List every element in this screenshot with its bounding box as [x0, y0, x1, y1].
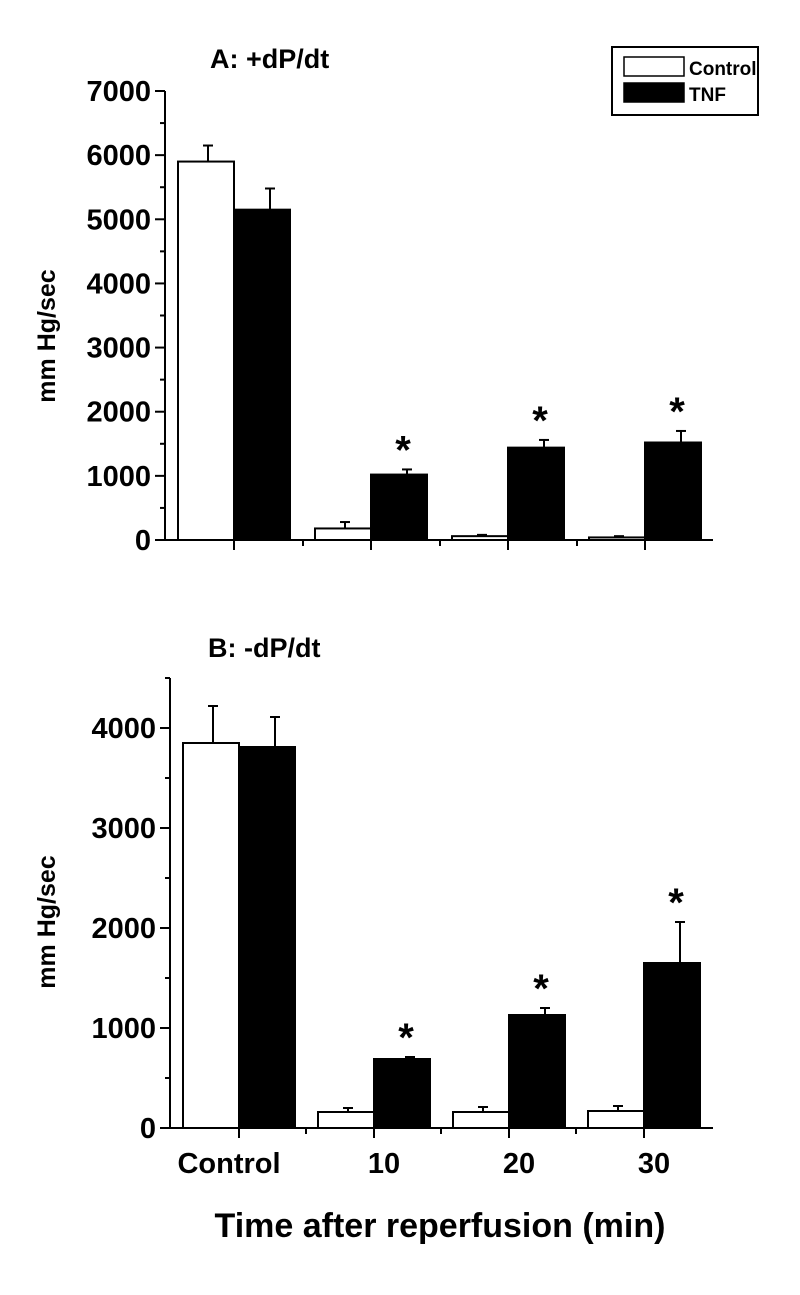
bar-control — [177, 160, 235, 542]
y-tick-label: 7000 — [86, 76, 151, 108]
significance-star: * — [395, 428, 411, 472]
panel-b-y-axis-label: mm Hg/sec — [33, 855, 61, 988]
significance-star: * — [533, 967, 549, 1011]
y-tick-label: 1000 — [91, 1013, 156, 1045]
y-tick-label: 3000 — [86, 333, 151, 365]
bar-tnf — [233, 208, 291, 542]
x-category-label: 20 — [503, 1148, 535, 1180]
bar-control — [314, 527, 372, 541]
panel-a-title: A: +dP/dt — [210, 44, 329, 74]
panel-b-plot: 0 1000 2000 3000 4000 Control * 10 * 20 * 30 — [91, 677, 713, 1180]
y-tick-label: 4000 — [86, 268, 151, 300]
bar-control — [317, 1111, 375, 1129]
panel-a-y-axis-label: mm Hg/sec — [33, 269, 61, 402]
legend-swatch-control — [623, 56, 685, 77]
bar-tnf — [373, 1058, 431, 1129]
significance-star: * — [668, 881, 684, 925]
significance-star: * — [398, 1016, 414, 1060]
y-tick-label: 2000 — [86, 397, 151, 429]
bar-tnf — [507, 446, 565, 541]
y-tick-label: 6000 — [86, 140, 151, 172]
legend: Control TNF — [611, 46, 759, 116]
bar-control — [451, 535, 509, 541]
legend-label-tnf: TNF — [689, 85, 726, 106]
bar-control — [588, 536, 646, 541]
bar-tnf — [508, 1014, 566, 1129]
legend-box — [611, 46, 759, 116]
significance-star: * — [532, 399, 548, 443]
bar-control — [452, 1111, 510, 1129]
panel-b: B: -dP/dt mm Hg/sec 0 1000 2000 3000 4000 Con… — [33, 633, 713, 1180]
x-axis-title: Time after reperfusion (min) — [215, 1207, 666, 1245]
bar-tnf — [643, 962, 701, 1129]
y-tick-label: 0 — [135, 525, 151, 557]
bar-control — [587, 1110, 645, 1129]
x-category-label: 10 — [368, 1148, 400, 1180]
y-tick-label: 5000 — [86, 204, 151, 236]
y-tick-label: 4000 — [91, 713, 156, 745]
bar-tnf — [644, 441, 702, 542]
panel-a-plot: 0 1000 2000 3000 4000 5000 6000 7000 * * * — [86, 76, 713, 557]
bar-control — [182, 742, 240, 1129]
significance-star: * — [669, 390, 685, 434]
y-tick-label: 2000 — [91, 913, 156, 945]
y-tick-label: 0 — [140, 1113, 156, 1145]
panel-b-title: B: -dP/dt — [208, 633, 320, 663]
panel-a: A: +dP/dt mm Hg/sec Control TNF 0 1000 200… — [33, 44, 759, 557]
y-tick-label: 3000 — [91, 813, 156, 845]
bar-tnf — [238, 746, 296, 1129]
y-tick-label: 1000 — [86, 461, 151, 493]
bar-tnf — [370, 473, 428, 541]
x-category-label: Control — [177, 1148, 280, 1180]
x-category-label: 30 — [638, 1148, 670, 1180]
legend-swatch-tnf — [623, 82, 685, 103]
legend-label-control: Control — [689, 59, 757, 80]
